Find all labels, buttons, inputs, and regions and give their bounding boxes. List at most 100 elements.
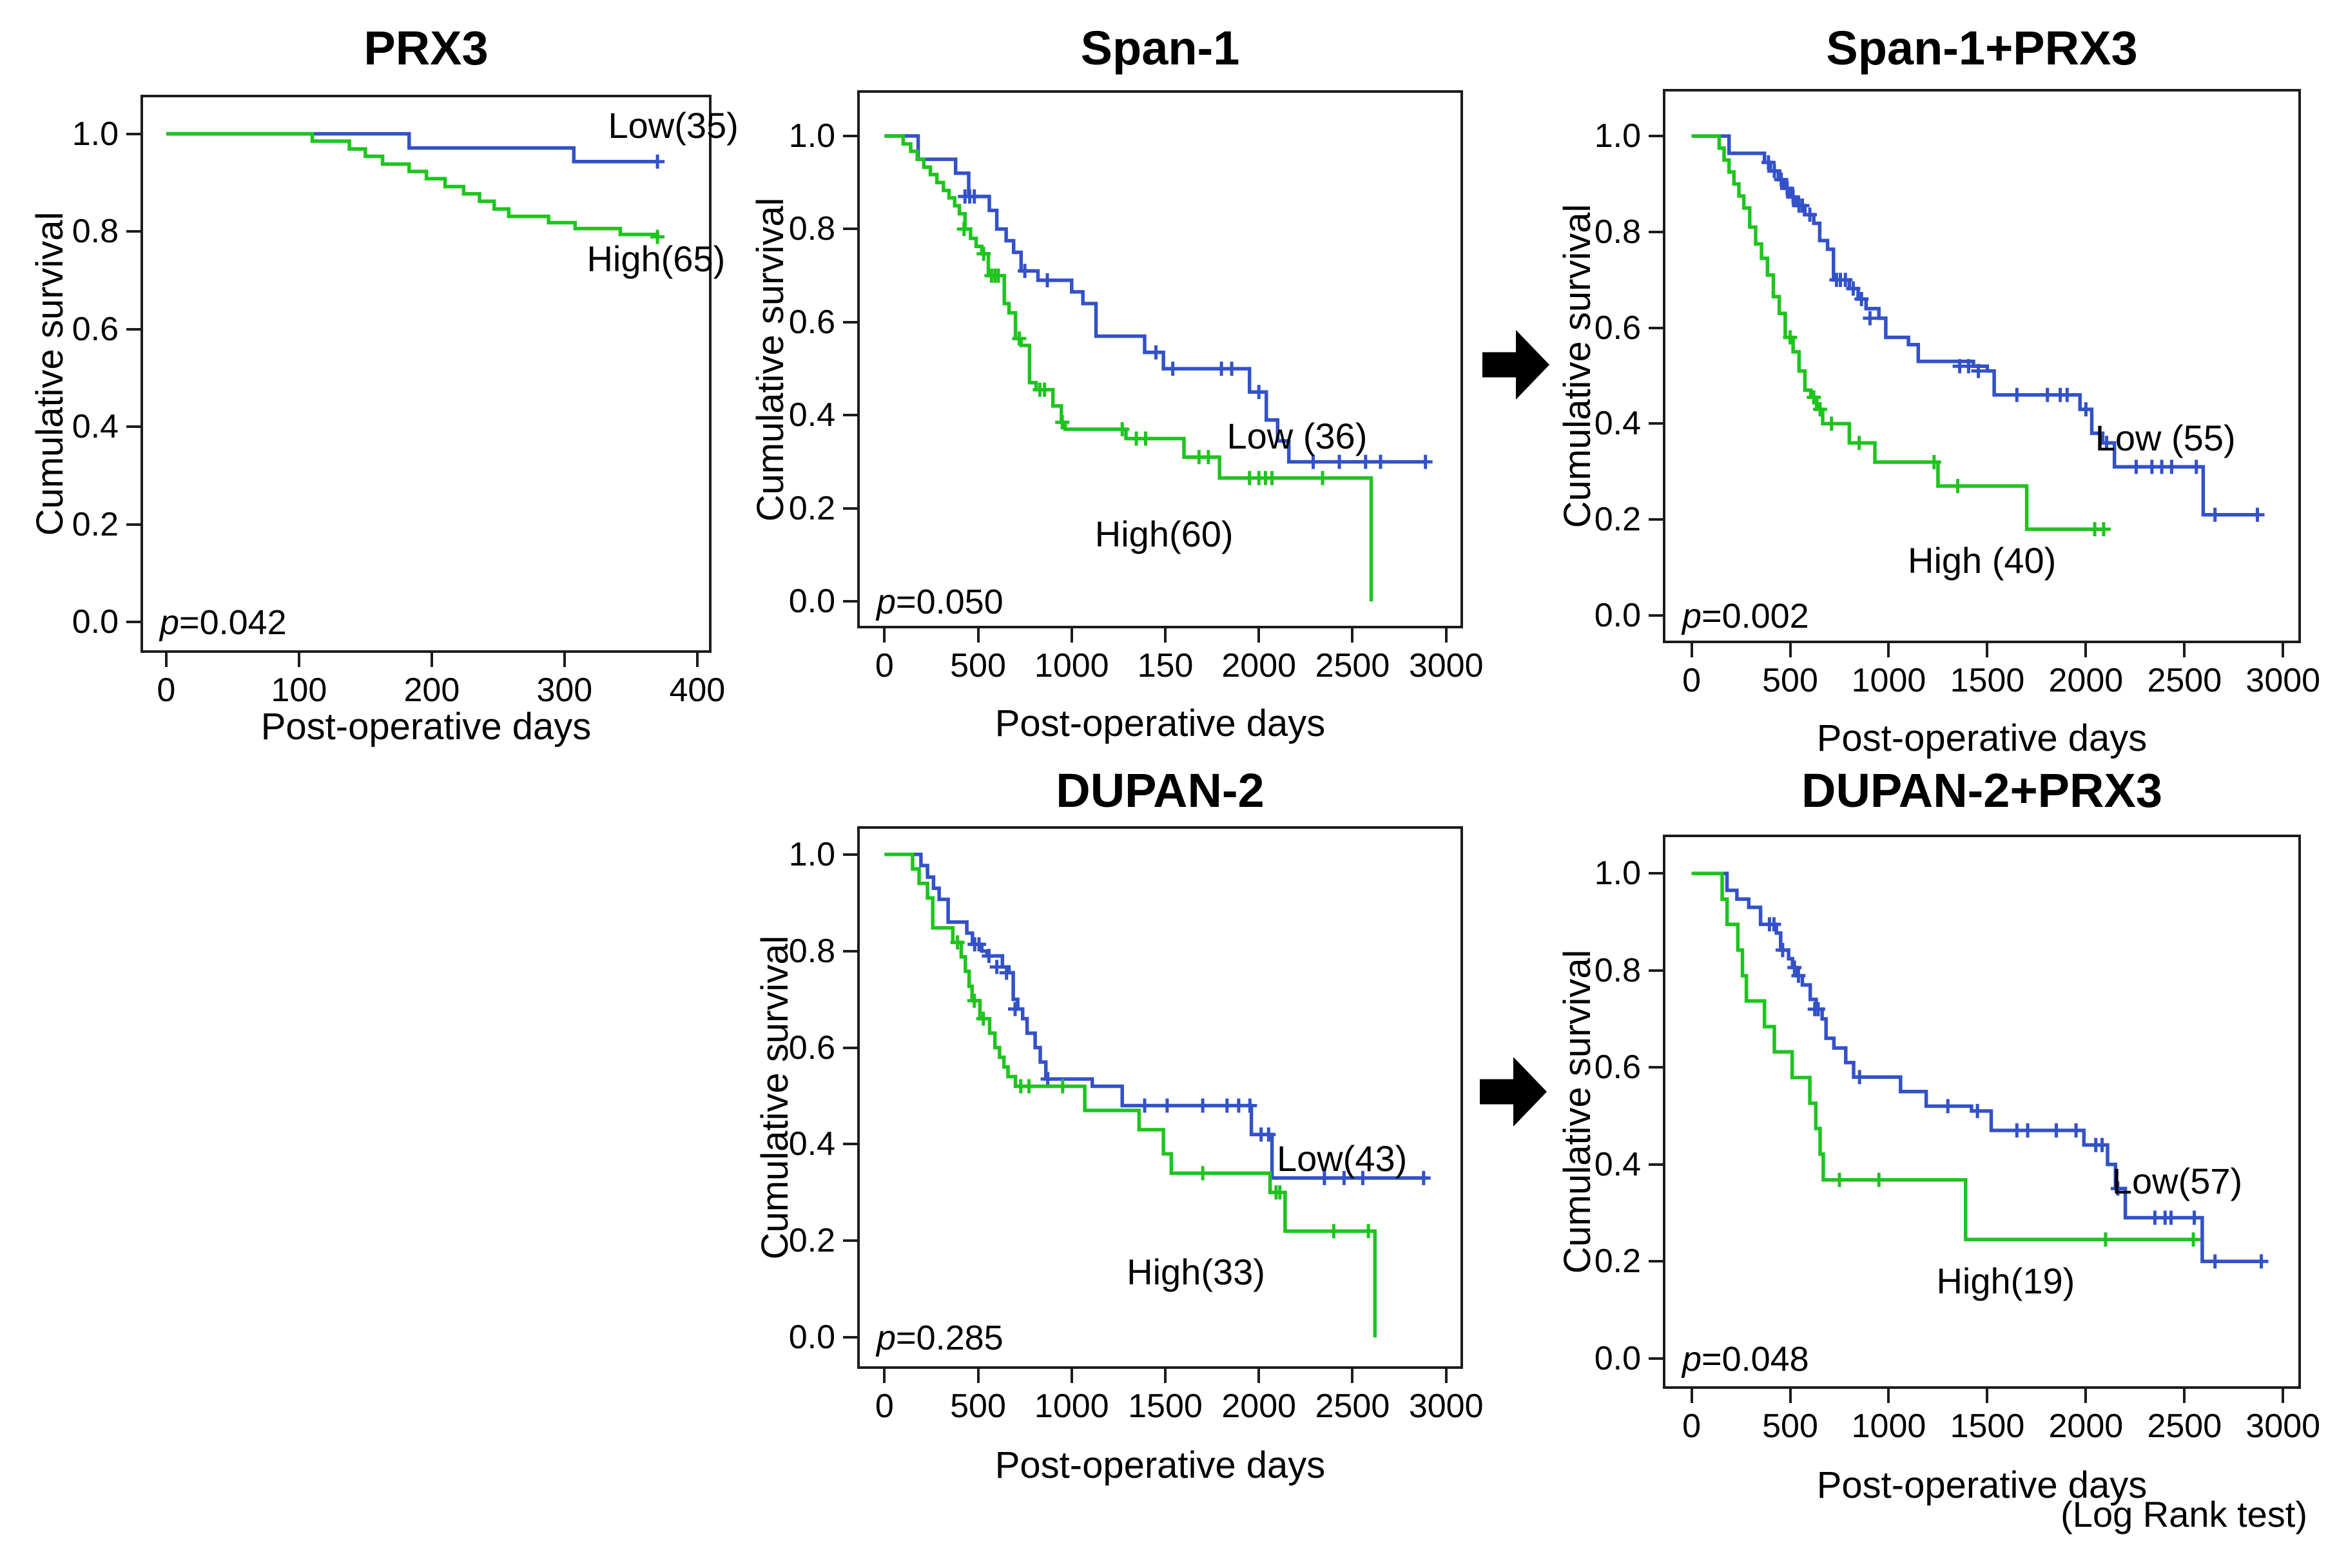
x-tick-mark [164,653,168,667]
x-tick-label: 2500 [2147,662,2222,699]
y-tick-mark [843,600,857,603]
survival-curves [884,853,1431,1338]
y-tick-mark [1649,1357,1663,1360]
x-tick-mark [1986,643,1989,657]
y-tick-mark [843,414,857,417]
x-tick-label: 400 [669,672,726,709]
x-tick-mark [976,628,980,643]
x-tick-label: 2000 [2048,662,2124,699]
p-value-label: p=0.050 [877,583,1004,622]
x-tick-label: 0 [1682,1408,1702,1445]
y-tick-label: 0.0 [1594,597,1641,634]
x-tick-label: 2000 [2048,1408,2124,1445]
y-tick-mark [126,523,141,526]
y-tick-label: 0.4 [1594,1145,1641,1183]
p-value-label: p=0.048 [1682,1339,1809,1379]
y-tick-label: 0.2 [1594,501,1641,539]
x-tick-label: 500 [950,647,1006,684]
x-tick-label: 0 [157,672,176,709]
y-tick-mark [1649,1260,1663,1263]
arrow-right-icon [1482,330,1549,400]
x-tick-label: 0 [875,647,894,684]
x-tick-label: 1000 [1851,662,1926,699]
y-tick-mark [843,853,857,856]
x-tick-label: 150 [1137,647,1194,684]
survival-curves [1691,871,2269,1269]
x-tick-mark [1257,628,1261,643]
x-tick-mark [2084,1389,2088,1403]
y-tick-label: 0.8 [1594,951,1641,989]
y-tick-mark [843,1143,857,1146]
x-tick-label: 100 [271,672,327,709]
x-tick-mark [1887,643,1890,657]
series-label-low: Low (36) [1227,416,1368,457]
censor-marks-high [1783,330,2111,537]
y-tick-mark [1649,230,1663,233]
x-tick-label: 500 [1762,1408,1818,1445]
y-tick-label: 0.0 [72,603,119,641]
x-tick-label: 0 [875,1388,894,1425]
x-tick-mark [1257,1369,1261,1383]
y-tick-mark [1649,326,1663,329]
y-tick-mark [843,227,857,231]
survival-curve-high [1691,134,2106,531]
survival-curve-high [1691,871,2196,1242]
x-tick-label: 1500 [1950,662,2025,699]
y-tick-label: 0.0 [1594,1339,1641,1377]
y-tick-label: 0.0 [788,1319,835,1357]
censor-marks-low [1761,155,2265,522]
plot-frame: p=0.285 Low(43) High(33) [857,826,1463,1369]
x-tick-mark [1163,628,1167,643]
plot-title: DUPAN-2 [1056,764,1265,817]
y-axis-label: Cumulative survival [1556,204,1598,528]
y-tick-mark [126,425,141,429]
x-tick-mark [1351,628,1354,643]
x-tick-mark [1351,1369,1354,1383]
y-tick-label: 0.2 [788,489,835,527]
y-tick-label: 0.4 [1594,405,1641,443]
plot-title: PRX3 [364,21,489,75]
y-tick-label: 0.4 [72,408,119,446]
x-tick-mark [883,628,886,643]
x-tick-label: 2000 [1221,647,1297,684]
y-tick-label: 1.0 [788,835,835,873]
y-tick-mark [843,949,857,953]
plot-frame: p=0.042 Low(35) High(65) [141,95,739,653]
series-label-high: High (40) [1908,539,2057,581]
x-tick-mark [2282,1389,2285,1403]
y-tick-mark [843,134,857,137]
censor-marks-low [650,154,665,169]
x-tick-label: 2500 [1315,1388,1390,1425]
x-tick-label: 3000 [2245,1408,2321,1445]
x-tick-label: 2500 [1315,647,1390,684]
y-tick-mark [1649,969,1663,972]
y-tick-label: 0.6 [1594,309,1641,347]
x-tick-label: 1500 [1128,1388,1203,1425]
series-label-high: High(60) [1094,513,1234,554]
x-tick-label: 1000 [1034,647,1109,684]
plot-title: DUPAN-2+PRX3 [1801,764,2162,817]
survival-curve-high [884,853,1377,1338]
y-axis-label: Cumulative survival [1556,949,1598,1274]
x-tick-mark [1070,1369,1073,1383]
y-tick-mark [1649,872,1663,875]
x-tick-mark [976,1369,980,1383]
x-axis-label: Post-operative days [1816,717,2148,759]
y-tick-label: 0.2 [788,1222,835,1260]
series-label-low: Low (55) [2095,418,2236,459]
series-label-high: High(19) [1936,1260,2075,1301]
x-tick-mark [1986,1389,1989,1403]
stat-test-footnote: (Log Rank test) [2061,1494,2307,1534]
survival-curve-low [1691,871,2264,1263]
y-axis-label: Cumulative survival [754,935,796,1260]
x-tick-mark [2282,643,2285,657]
series-label-high: High(65) [587,238,726,279]
y-axis-label: Cumulative survival [29,211,71,536]
x-tick-mark [695,653,699,667]
survival-curve-high [166,131,659,237]
series-label-low: Low(35) [608,104,739,146]
y-tick-mark [1649,518,1663,521]
censor-marks-low [1762,917,2269,1269]
y-tick-mark [1649,135,1663,138]
